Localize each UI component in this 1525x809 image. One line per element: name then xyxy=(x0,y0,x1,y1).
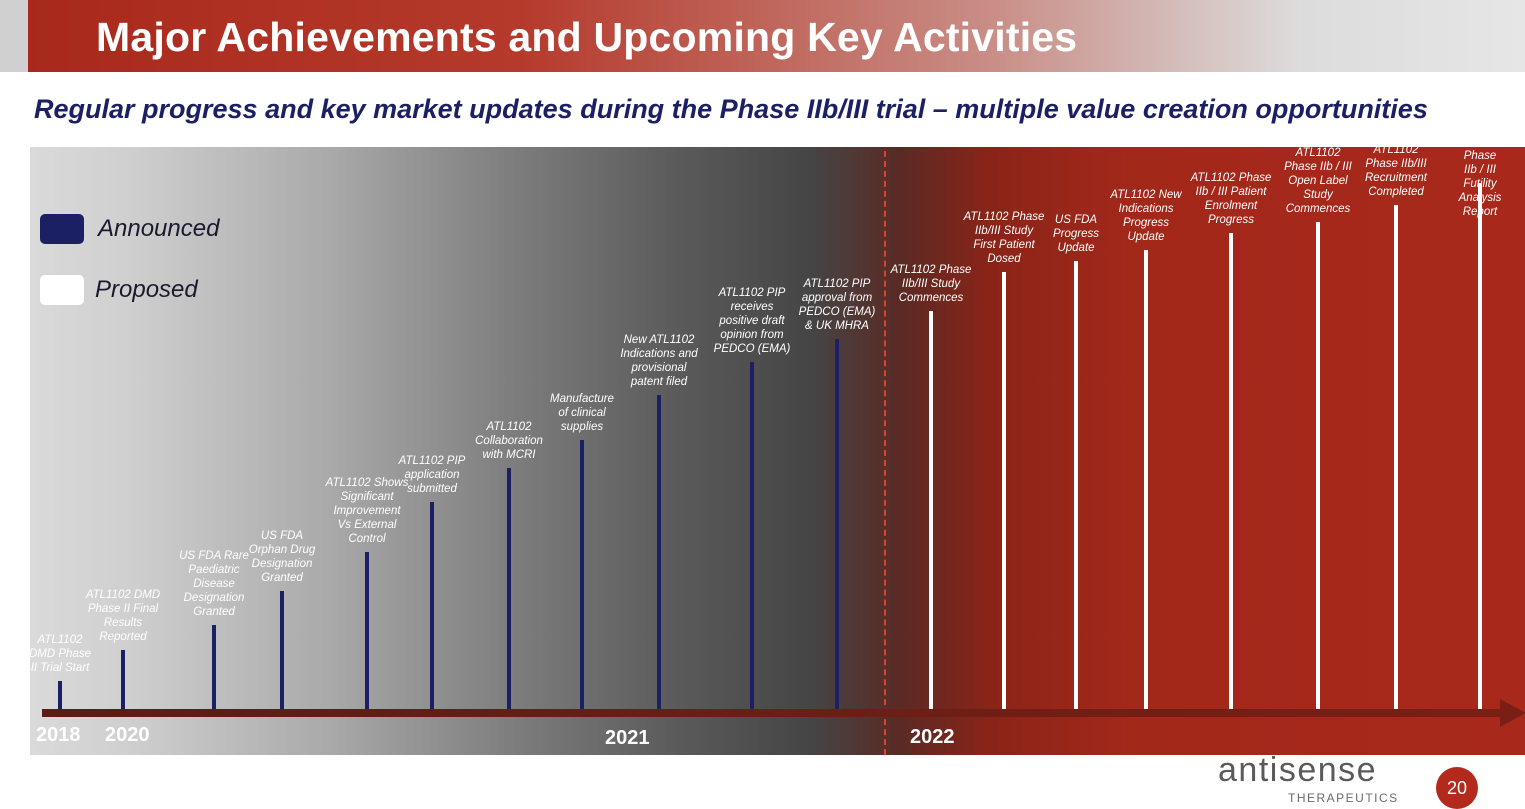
event-bar xyxy=(750,362,754,709)
event-bar xyxy=(657,395,661,709)
event-bar xyxy=(835,339,839,709)
event-label: ATL1102 Phase IIb/III Study First Patien… xyxy=(963,211,1045,265)
event-bar xyxy=(929,311,933,709)
event-label: ATL1102 Phase IIb / III Futility Analysi… xyxy=(1458,147,1503,218)
event-label: ATL1102 DMD Phase II Trial Start xyxy=(30,634,91,674)
event-bar xyxy=(121,650,125,709)
company-logo-subtext: THERAPEUTICS xyxy=(1288,791,1399,805)
event-bar xyxy=(430,502,434,709)
event-label: US FDA Rare Paediatric Disease Designati… xyxy=(179,550,249,618)
event-label: ATL1102 Collaboration with MCRI xyxy=(475,421,543,461)
event-label: ATL1102 DMD Phase II Final Results Repor… xyxy=(85,589,161,643)
event-bar xyxy=(1394,205,1398,709)
event-label: ATL1102 Phase IIb/III Recruitment Comple… xyxy=(1365,147,1427,198)
event-bar xyxy=(58,681,62,709)
event-label: Manufacture of clinical supplies xyxy=(550,393,614,433)
company-logo-wordmark: antisense xyxy=(1218,751,1378,789)
event-bar xyxy=(365,552,369,709)
event-bar xyxy=(1002,272,1006,709)
event-label: ATL1102 PIP application submitted xyxy=(398,455,466,495)
timeline-axis xyxy=(42,709,1502,717)
event-label: US FDA Orphan Drug Designation Granted xyxy=(248,530,316,584)
event-label: ATL1102 Phase IIb/III Study Commences xyxy=(890,264,972,304)
page-number-badge: 20 xyxy=(1436,767,1478,809)
event-bar xyxy=(1144,250,1148,709)
event-label: ATL1102 Phase IIb / III Patient Enrolmen… xyxy=(1190,172,1272,226)
event-bar xyxy=(1478,183,1482,709)
event-bar xyxy=(1316,222,1320,709)
year-label-2021: 2021 xyxy=(605,727,650,749)
year-label-2022: 2022 xyxy=(910,726,955,748)
legend-swatch-proposed xyxy=(40,275,84,305)
timeline-panel: Announced Proposed ATL1102 DMD Phase II … xyxy=(30,147,1525,755)
event-label: US FDA Progress Update xyxy=(1052,214,1100,254)
slide-title: Major Achievements and Upcoming Key Acti… xyxy=(96,14,1078,60)
year-label-2020: 2020 xyxy=(105,724,150,746)
legend-label-proposed: Proposed xyxy=(95,276,198,303)
year-label-2018: 2018 xyxy=(36,724,81,746)
timeline-axis-arrowhead xyxy=(1500,699,1525,727)
slide-subtitle: Regular progress and key market updates … xyxy=(34,94,1428,124)
event-label: ATL1102 Phase IIb / III Open Label Study… xyxy=(1284,147,1352,215)
year-divider xyxy=(884,151,886,755)
header-left-strip xyxy=(0,0,28,72)
event-bar xyxy=(212,625,216,709)
event-bar xyxy=(580,440,584,709)
legend-label-announced: Announced xyxy=(98,215,220,242)
event-bar xyxy=(507,468,511,709)
event-label: ATL1102 New Indications Progress Update xyxy=(1110,189,1182,243)
event-bar xyxy=(1229,233,1233,709)
event-bar xyxy=(1074,261,1078,709)
event-label: ATL1102 PIP approval from PEDCO (EMA) & … xyxy=(798,278,876,332)
event-bar xyxy=(280,591,284,709)
legend-swatch-announced xyxy=(40,214,84,244)
event-label: New ATL1102 Indications and provisional … xyxy=(620,334,698,388)
event-label: ATL1102 PIP receives positive draft opin… xyxy=(713,287,791,355)
event-label: ATL1102 Shows Significant Improvement Vs… xyxy=(325,477,409,545)
header-band xyxy=(0,0,1525,72)
